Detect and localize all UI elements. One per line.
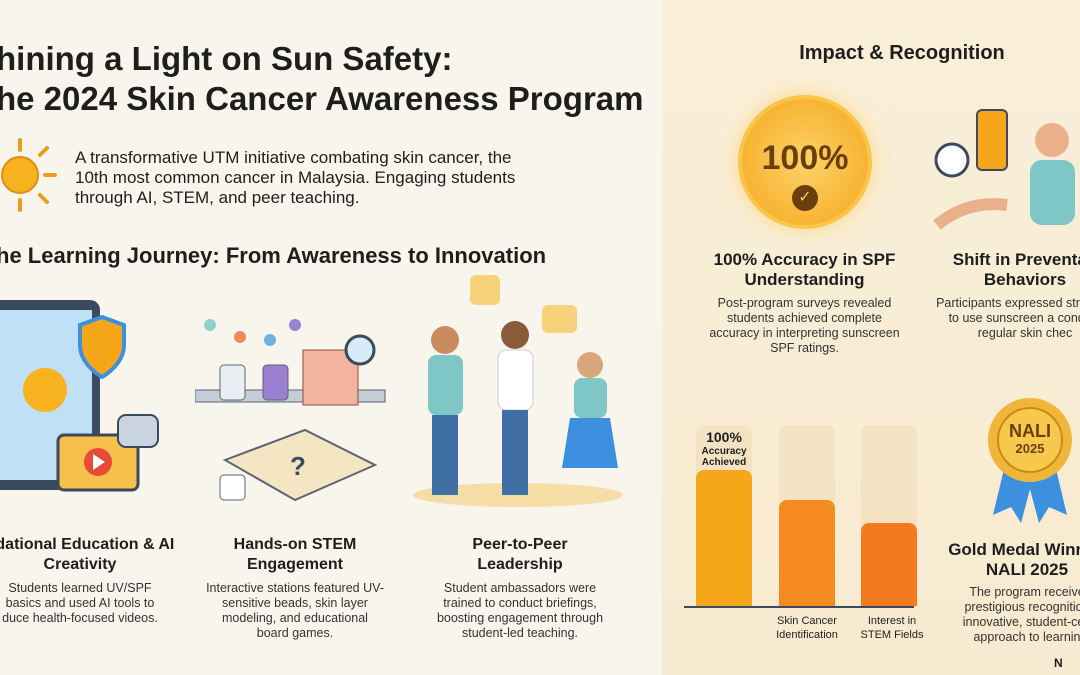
accuracy-card: 100% Accuracy in SPF Understanding Post-… <box>702 250 907 356</box>
intro-text: A transformative UTM initiative combatin… <box>75 148 516 207</box>
step-1-desc: Students learned UV/SPF basics and used … <box>2 581 158 625</box>
stem-stations-icon: ? <box>195 319 386 502</box>
right-panel: Impact & Recognition 100% ✓ 100% Accurac… <box>662 0 1080 675</box>
footer-logo: N <box>1054 656 1063 670</box>
bar-3-category-label: Interest in STEM Fields <box>860 615 924 641</box>
bar-3 <box>861 523 917 606</box>
impact-heading: Impact & Recognition <box>799 42 1005 64</box>
step-2-title: Hands-on STEM Engagement <box>233 536 357 573</box>
step-3-desc: Student ambassadors were trained to cond… <box>436 581 604 640</box>
nali-badge-text: NALI 2025 <box>990 422 1070 458</box>
badge-line1: NALI <box>1009 421 1051 441</box>
step-3-title: Peer-to-Peer Leadership <box>472 536 568 573</box>
step-2-desc: Interactive stations featured UV-sensiti… <box>206 581 384 640</box>
journey-heading: he Learning Journey: From Awareness to I… <box>0 243 547 268</box>
sunscreen-person-icon <box>933 109 1075 230</box>
bar-2 <box>779 499 835 606</box>
check-icon: ✓ <box>792 185 818 211</box>
sun-icon <box>1 138 57 212</box>
title-line2: he 2024 Skin Cancer Awareness Program <box>0 80 644 117</box>
award-title: Gold Medal Winn at NALI 2025 <box>948 540 1080 579</box>
title-line1: hining a Light on Sun Safety: <box>0 40 453 77</box>
card2-title: Shift in Preventati Behaviors <box>952 250 1080 289</box>
tablet-video-robot-icon <box>0 300 159 492</box>
left-panel: hining a Light on Sun Safety: he 2024 Sk… <box>0 0 662 675</box>
step-card-1: ndational Education & AI Creativity Stud… <box>0 535 200 626</box>
step-card-2: Hands-on STEM Engagement Interactive sta… <box>180 535 410 641</box>
accuracy-medal: 100% ✓ <box>738 95 872 229</box>
behavior-card: Shift in Preventati Behaviors Participan… <box>930 250 1080 341</box>
bar-1 <box>696 469 752 606</box>
chart-baseline <box>684 606 914 608</box>
medal-value: 100% <box>761 139 849 177</box>
award-desc: The program receive prestigious recognit… <box>962 585 1080 644</box>
award-card: Gold Medal Winn at NALI 2025 The program… <box>942 540 1080 645</box>
nali-medal-icon <box>988 398 1072 523</box>
bar-1-text-label: Accuracy Achieved <box>701 446 747 468</box>
step-card-3: Peer-to-Peer Leadership Student ambassad… <box>405 535 635 641</box>
bar-1-value-label: 100% <box>706 429 742 445</box>
step-1-title: ndational Education & AI Creativity <box>0 536 175 573</box>
card1-desc: Post-program surveys revealed students a… <box>709 296 900 355</box>
card2-desc: Participants expressed str intent to use… <box>936 296 1080 340</box>
badge-line2: 2025 <box>1015 441 1045 456</box>
card1-title: 100% Accuracy in SPF Understanding <box>713 250 896 289</box>
svg-text:?: ? <box>290 451 306 481</box>
bar-2-category-label: Skin Cancer Identification <box>776 615 838 641</box>
peer-students-icon <box>413 275 623 507</box>
